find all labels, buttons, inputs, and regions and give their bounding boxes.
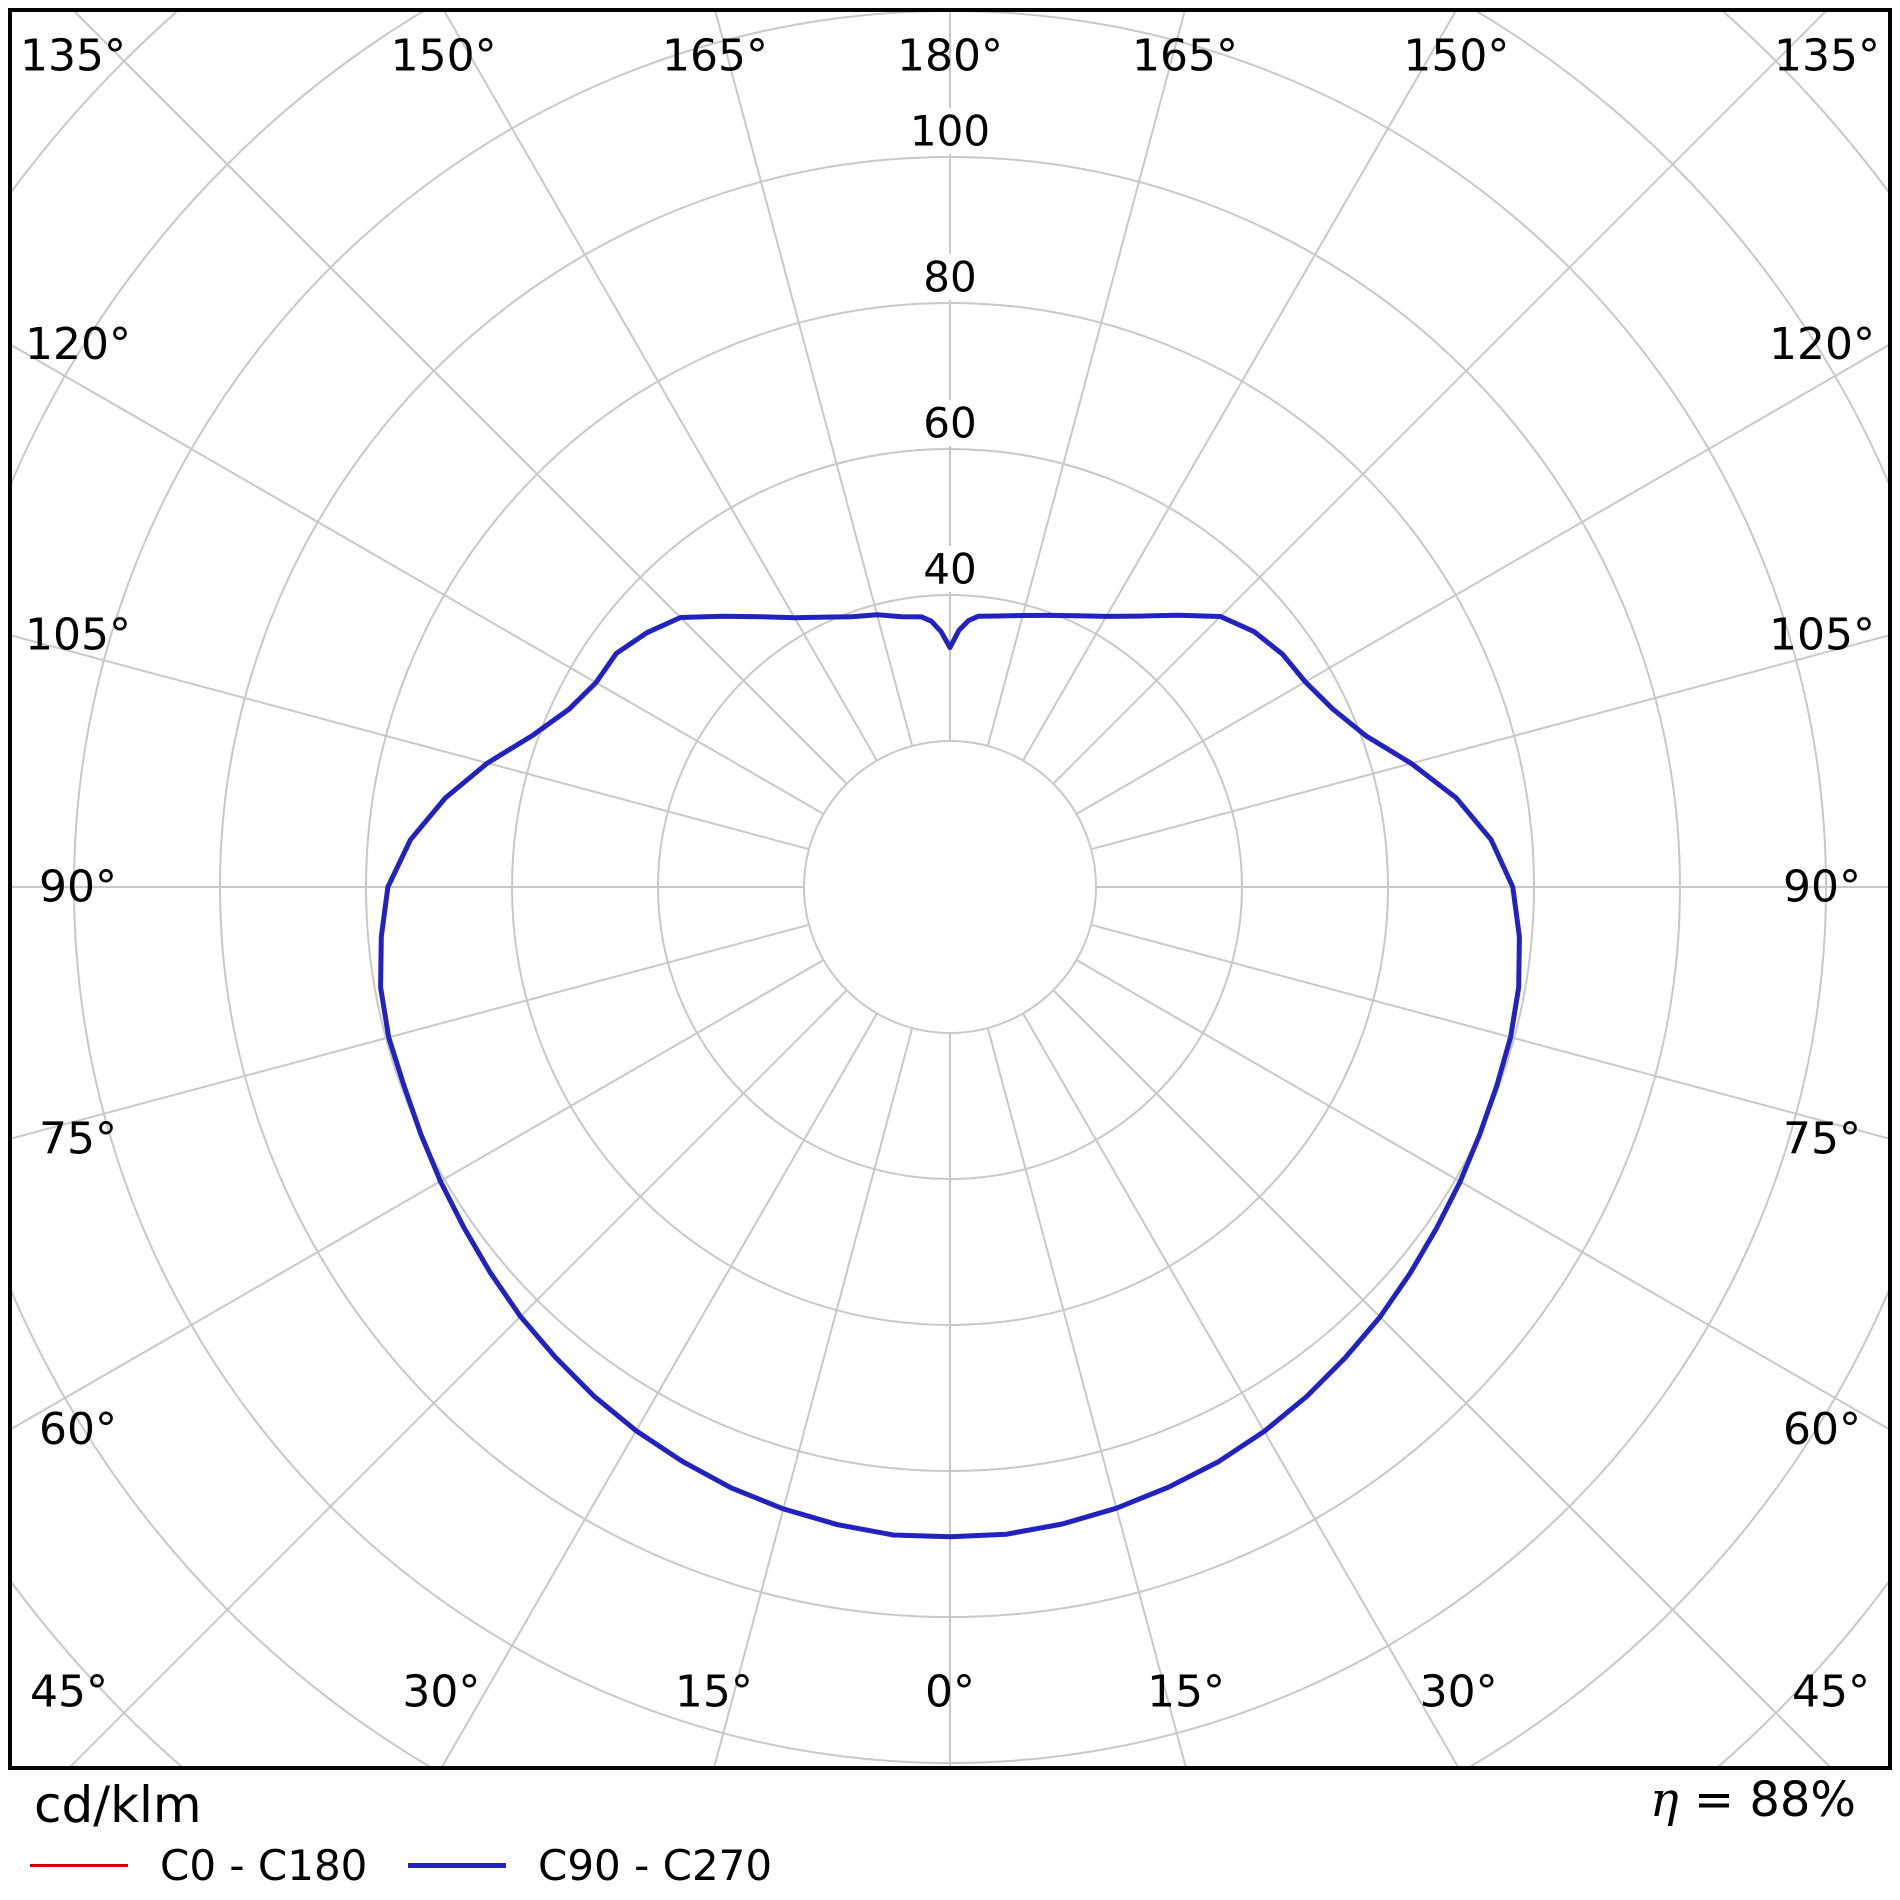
grid-spoke	[10, 343, 825, 815]
angle-label: 75°	[1783, 1113, 1861, 1164]
efficiency-label: η = 88%	[1649, 1772, 1856, 1828]
angle-label: 120°	[1769, 319, 1875, 370]
angle-label: 15°	[1147, 1667, 1225, 1718]
grid-spoke	[1052, 989, 1833, 1768]
radial-label-backing	[913, 400, 987, 446]
angle-label: 60°	[39, 1404, 117, 1455]
angle-label: 90°	[39, 862, 117, 913]
angle-label: 135°	[20, 31, 126, 82]
grid-spoke	[1090, 923, 1890, 1140]
angle-label: 165°	[662, 31, 768, 82]
radial-tick-label: 80	[923, 253, 976, 302]
radial-label-backing	[913, 546, 987, 592]
grid-spoke	[1022, 1012, 1460, 1768]
grid-spoke	[1075, 959, 1890, 1431]
grid-spoke	[1022, 10, 1458, 762]
legend-item-c90-c270: C90 - C270	[408, 1838, 772, 1892]
c90-c270-line-swatch	[408, 1862, 506, 1868]
grid-spoke	[986, 1027, 1188, 1768]
radial-tick-label: 60	[923, 399, 976, 448]
grid-spoke	[713, 10, 914, 747]
c0-c180-line-swatch	[30, 1863, 128, 1867]
angle-label: 30°	[402, 1667, 480, 1718]
grid-spoke	[71, 10, 848, 785]
plot-border	[8, 8, 1892, 1770]
angle-label: 0°	[925, 1667, 975, 1718]
grid-spoke	[440, 1012, 878, 1768]
angle-labels: 0° 15° 30° 45° 60° 75° 90° 105° 120° 135° 150° 165°…	[20, 31, 1880, 1718]
radial-label-backing	[913, 254, 987, 300]
angle-label: 60°	[1783, 1404, 1861, 1455]
curves	[378, 612, 1522, 1540]
grid-spoke	[10, 634, 810, 851]
angle-label: 30°	[1420, 1667, 1498, 1718]
grid-ring	[803, 740, 1097, 1034]
grid-spoke	[67, 989, 848, 1768]
grid-spoke	[1090, 634, 1890, 851]
angle-label: 165°	[1132, 31, 1238, 82]
grid-spoke	[986, 10, 1187, 747]
radial-tick-label: 40	[923, 545, 976, 594]
angle-label: 75°	[39, 1113, 117, 1164]
angle-label: 105°	[1769, 610, 1875, 661]
legend-label-c90-c270: C90 - C270	[538, 1840, 773, 1890]
angle-label: 90°	[1783, 862, 1861, 913]
grid-spoke	[10, 923, 810, 1140]
legend-label-c0-c180: C0 - C180	[160, 1840, 368, 1890]
grid-spoke	[442, 10, 878, 762]
angle-label: 150°	[1403, 31, 1509, 82]
angle-label: 120°	[25, 319, 131, 370]
legend-item-c0-c180: C0 - C180	[30, 1838, 367, 1892]
radial-label-backing	[901, 108, 999, 154]
angle-label: 135°	[1774, 31, 1880, 82]
grid-spoke	[712, 1027, 914, 1768]
angle-label: 150°	[391, 31, 497, 82]
angle-label: 45°	[1792, 1667, 1870, 1718]
unit-label: cd/klm	[34, 1776, 202, 1834]
radial-tick-labels: 40 60 80 100	[901, 107, 999, 594]
grid-spoke	[1052, 10, 1829, 785]
angle-label: 180°	[897, 31, 1003, 82]
angle-label: 45°	[30, 1667, 108, 1718]
radial-tick-label: 100	[910, 107, 990, 156]
grid-spoke	[10, 959, 825, 1431]
angle-label: 15°	[675, 1667, 753, 1718]
grid-spoke	[1075, 343, 1890, 815]
angle-label: 105°	[25, 610, 131, 661]
curve-c90-c270	[378, 612, 1522, 1540]
legend: C0 - C180 C90 - C270	[0, 1838, 1900, 1892]
